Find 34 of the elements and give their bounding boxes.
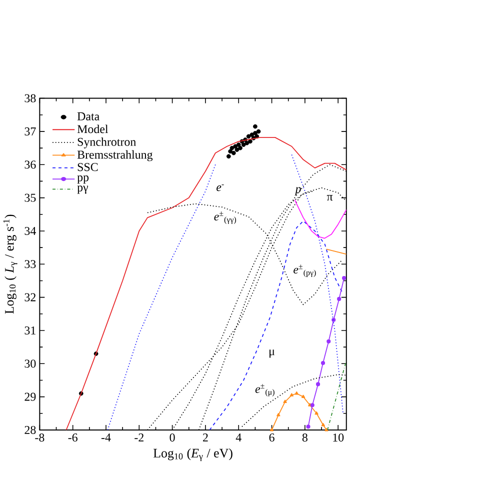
x-tick-label: 10 [333, 434, 344, 442]
legend-label: Model [77, 124, 108, 134]
y-tick-label: 33 [24, 260, 36, 268]
x-tick-label: -8 [35, 434, 44, 442]
y-axis-title: Log$_{10}$ ( L$_{γ}$ / erg s$^{-1}$) [3, 214, 18, 314]
x-tick-label: -4 [101, 434, 111, 442]
y-tick-label: 35 [24, 194, 36, 202]
legend-label: Bremsstrahlung [77, 150, 153, 162]
y-tick-label: 37 [24, 127, 36, 136]
y-tick-label: 32 [24, 293, 36, 302]
annotation: μ [270, 350, 274, 358]
y-tick-label: 28 [24, 426, 36, 434]
annotation: p [294, 187, 301, 196]
x-tick-label: 6 [269, 434, 274, 442]
y-tick-label: 29 [24, 392, 36, 401]
x-tick-label: 8 [302, 434, 308, 442]
x-tick-label: 0 [170, 434, 175, 442]
y-tick-label: 34 [24, 226, 36, 235]
x-tick-label: -2 [134, 434, 144, 442]
y-tick-label: 31 [24, 326, 36, 334]
y-tick-label: 36 [24, 160, 36, 169]
y-tick-label: 30 [24, 360, 36, 368]
legend-label: pγ [77, 186, 88, 194]
legend-label: Synchrotron [78, 138, 136, 148]
x-tick-label: -6 [68, 434, 78, 442]
legend-label: Data [77, 112, 100, 120]
legend-label: SSC [78, 163, 98, 172]
x-tick-label: 4 [236, 434, 242, 442]
x-axis-title: Log$_{10}$ (E$_{γ}$ / eV) [153, 448, 232, 462]
y-tick-label: 38 [24, 94, 36, 102]
legend-label: pp [77, 175, 89, 184]
annotation: e$^{-}$ [216, 184, 224, 192]
annotation: π [326, 194, 333, 201]
x-tick-label: 2 [203, 434, 208, 442]
